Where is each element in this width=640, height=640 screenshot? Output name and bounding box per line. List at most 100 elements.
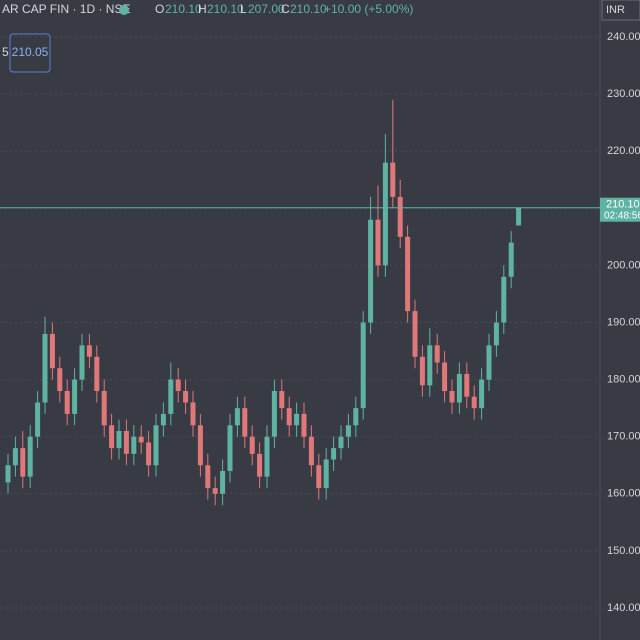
plot — [0, 36, 600, 609]
candle-body — [331, 448, 337, 460]
candle-body — [197, 425, 203, 466]
candle-body — [279, 391, 285, 409]
candle-body — [242, 408, 248, 437]
candle-body — [479, 379, 485, 409]
ohlc-value: 210.10 — [165, 2, 202, 16]
candle-body — [220, 470, 226, 494]
candle-body — [183, 391, 189, 403]
candle-body — [382, 162, 388, 266]
candle-body — [42, 333, 48, 403]
candle-body — [27, 436, 33, 477]
fragment: 5 — [2, 45, 9, 59]
candle-body — [508, 242, 514, 277]
candle-body — [153, 425, 159, 466]
candle-body — [57, 368, 63, 392]
countdown: 02:48:56 — [604, 210, 640, 221]
ohlc-label: C — [281, 2, 290, 16]
candle-body — [516, 207, 522, 226]
currency: INR — [606, 4, 625, 16]
candle-body — [205, 465, 211, 489]
candle-body — [160, 413, 166, 426]
y-tick-label: 170.00 — [607, 431, 640, 443]
candle-body — [360, 322, 366, 409]
candle-body — [464, 373, 470, 397]
candle-body — [316, 465, 322, 489]
candle-body — [434, 345, 440, 363]
candle-body — [471, 396, 477, 409]
candle-body — [390, 162, 396, 197]
ohlc-value: 210.10 — [207, 2, 244, 16]
candle-body — [375, 219, 381, 266]
candle-body — [146, 442, 152, 466]
candle-body — [323, 459, 329, 489]
candle-body — [116, 430, 122, 449]
last-price-tag — [600, 197, 640, 222]
candle-body — [94, 356, 100, 392]
price-box-text: 210.05 — [12, 45, 49, 59]
candle-body — [101, 391, 107, 426]
candle-body — [168, 379, 174, 414]
currency-box[interactable] — [601, 0, 640, 21]
last-price: 210.10 — [606, 199, 640, 211]
candle-body — [138, 436, 144, 443]
candle-body — [456, 373, 462, 403]
candle-body — [109, 425, 115, 449]
candle-body — [412, 311, 418, 357]
candle-body — [264, 436, 270, 477]
ohlc-label: O — [155, 2, 164, 16]
y-tick-label: 200.00 — [607, 259, 640, 271]
y-tick-label: 140.00 — [607, 602, 640, 614]
candle-body — [368, 219, 374, 323]
y-tick-label: 220.00 — [607, 145, 640, 157]
candle-body — [49, 333, 55, 369]
candle-body — [123, 430, 129, 454]
candle-body — [493, 322, 499, 346]
candle-body — [5, 465, 11, 483]
candle-body — [64, 391, 70, 414]
candle-body — [286, 408, 292, 426]
candle-body — [212, 488, 218, 494]
price-box[interactable] — [9, 33, 51, 73]
candle-body — [20, 448, 26, 477]
candle-body — [449, 391, 455, 403]
candle-body — [72, 379, 78, 414]
candle-body — [227, 425, 233, 471]
candle-body — [501, 276, 507, 323]
candle-body — [405, 236, 411, 312]
candle-body — [397, 196, 403, 237]
candle-body — [308, 436, 314, 466]
ohlc-label: L — [240, 2, 247, 16]
y-tick-label: 190.00 — [607, 316, 640, 328]
y-tick-label: 230.00 — [607, 88, 640, 100]
candle-body — [79, 345, 85, 380]
candle-body — [35, 402, 41, 437]
symbol: AR CAP FIN · 1D · NSE — [2, 2, 130, 16]
y-tick-label: 240.00 — [607, 31, 640, 43]
candle-body — [294, 413, 300, 426]
candle-body — [442, 362, 448, 392]
change: +10.00 (+5.00%) — [324, 2, 413, 16]
candle-body — [353, 408, 359, 426]
candle-body — [257, 453, 263, 477]
candle-body — [427, 345, 433, 386]
candle-body — [301, 413, 307, 437]
y-tick-label: 180.00 — [607, 374, 640, 386]
candle-body — [86, 345, 92, 357]
y-tick-label: 160.00 — [607, 488, 640, 500]
status-dot — [119, 5, 129, 15]
candle-body — [234, 408, 240, 426]
ohlc-label: H — [198, 2, 207, 16]
candle-body — [190, 402, 196, 426]
ohlc-value: 207.00 — [248, 2, 285, 16]
candle-body — [271, 391, 277, 437]
candle-body — [486, 345, 492, 380]
candle-body — [12, 448, 18, 466]
candle-body — [338, 436, 344, 449]
candle-body — [175, 379, 181, 392]
candle-body — [249, 436, 255, 454]
header: AR CAP FIN · 1D · NSE O 210.10 H 210.10 … — [2, 0, 640, 73]
ohlc-value: 210.10 — [290, 2, 327, 16]
candle-body — [131, 436, 137, 454]
